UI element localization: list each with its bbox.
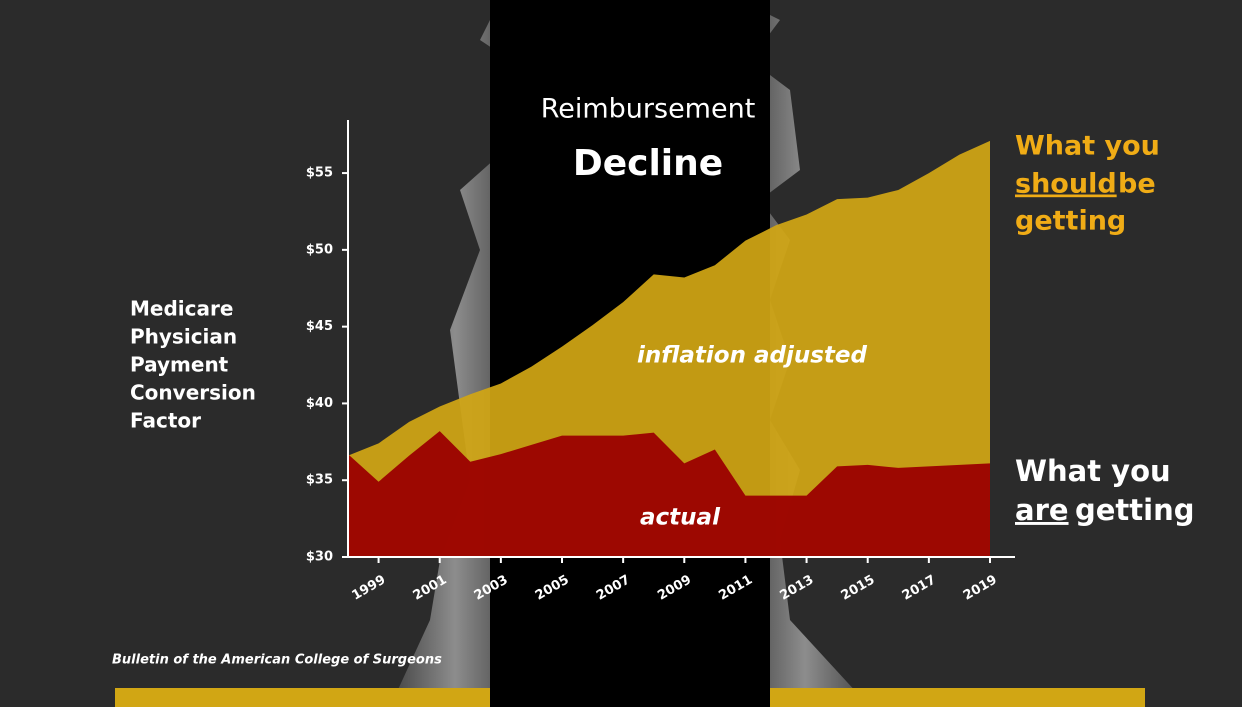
y-label-line: Conversion xyxy=(130,381,256,405)
y-tick-label: $45 xyxy=(306,319,333,334)
annotation-text: getting xyxy=(1015,206,1126,237)
annotation-text: What you xyxy=(1015,454,1171,488)
series-label: inflation adjusted xyxy=(637,343,867,369)
annotation-text: are xyxy=(1015,493,1069,527)
chart-subtitle: Decline xyxy=(573,143,723,184)
annotation-text: What you xyxy=(1015,131,1160,162)
chart-title: Reimbursement xyxy=(541,94,756,125)
annotation-text: getting xyxy=(1075,493,1195,527)
annotation-text: be xyxy=(1118,169,1156,200)
y-tick-label: $50 xyxy=(306,242,333,257)
y-tick-label: $35 xyxy=(306,473,333,488)
y-label-line: Medicare xyxy=(130,297,233,321)
y-tick-label: $30 xyxy=(306,550,333,565)
y-label-line: Physician xyxy=(130,325,237,349)
y-tick-label: $40 xyxy=(306,396,333,411)
y-label-line: Factor xyxy=(130,409,201,433)
source: Bulletin of the American College of Surg… xyxy=(112,653,442,668)
y-tick-label: $55 xyxy=(306,166,333,181)
y-label-line: Payment xyxy=(130,353,229,377)
annotation-text: should xyxy=(1015,169,1117,200)
slide: inflation adjusted actual $30 $35 $40 $45 $50 $… xyxy=(0,0,1254,707)
series-label: actual xyxy=(640,505,721,531)
